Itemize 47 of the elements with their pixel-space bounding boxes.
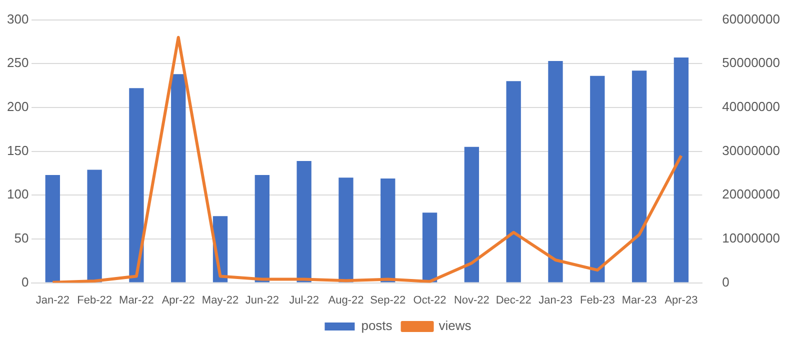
x-tick-label: Jul-22: [289, 294, 320, 306]
y2-tick-label: 30000000: [722, 142, 780, 158]
y-tick-label: 50: [14, 230, 29, 246]
y2-tick-label: 40000000: [722, 99, 780, 114]
bar: [464, 146, 480, 282]
x-tick-label: Feb-23: [580, 294, 615, 306]
x-tick-label: Nov-22: [454, 294, 490, 306]
x-tick-label: Mar-23: [622, 294, 657, 306]
x-tick-label: Jan-23: [538, 294, 572, 306]
legend-label: posts: [361, 318, 393, 334]
y-tick-label: 0: [21, 274, 29, 290]
legend-label: views: [438, 318, 472, 334]
y-tick-label: 200: [6, 99, 29, 114]
y2-tick-label: 20000000: [722, 186, 780, 202]
bar: [674, 57, 689, 282]
x-tick-label: Mar-22: [119, 294, 154, 306]
x-tick-label: Sep-22: [370, 294, 406, 306]
x-tick-label: May-22: [202, 294, 239, 306]
x-tick-label: Apr-22: [162, 294, 195, 306]
bar: [129, 88, 144, 282]
bar: [380, 178, 396, 282]
x-tick-label: Jan-22: [36, 294, 70, 306]
x-tick-label: Aug-22: [328, 294, 364, 306]
bar: [548, 61, 563, 282]
bar: [590, 76, 605, 282]
bar: [171, 74, 186, 282]
bar: [254, 174, 270, 282]
bar: [506, 81, 521, 282]
y-tick-label: 100: [6, 186, 29, 202]
x-tick-label: Jun-22: [245, 294, 279, 306]
y2-tick-label: 0: [722, 274, 730, 290]
bar: [296, 160, 312, 282]
bar: [632, 70, 647, 282]
y2-tick-label: 10000000: [722, 230, 780, 246]
bar: [422, 212, 438, 282]
y-tick-label: 300: [6, 11, 29, 26]
x-tick-label: Dec-22: [496, 294, 532, 306]
x-tick-label: Apr-23: [664, 294, 698, 306]
x-tick-label: Oct-22: [413, 294, 446, 306]
bar: [87, 170, 102, 282]
bar: [45, 174, 60, 282]
x-tick-label: Feb-22: [77, 294, 112, 306]
bar: [338, 178, 354, 282]
y-tick-label: 150: [6, 142, 29, 158]
y2-tick-label: 60000000: [722, 11, 780, 26]
y2-tick-label: 50000000: [722, 55, 780, 70]
y-tick-label: 250: [6, 55, 29, 70]
